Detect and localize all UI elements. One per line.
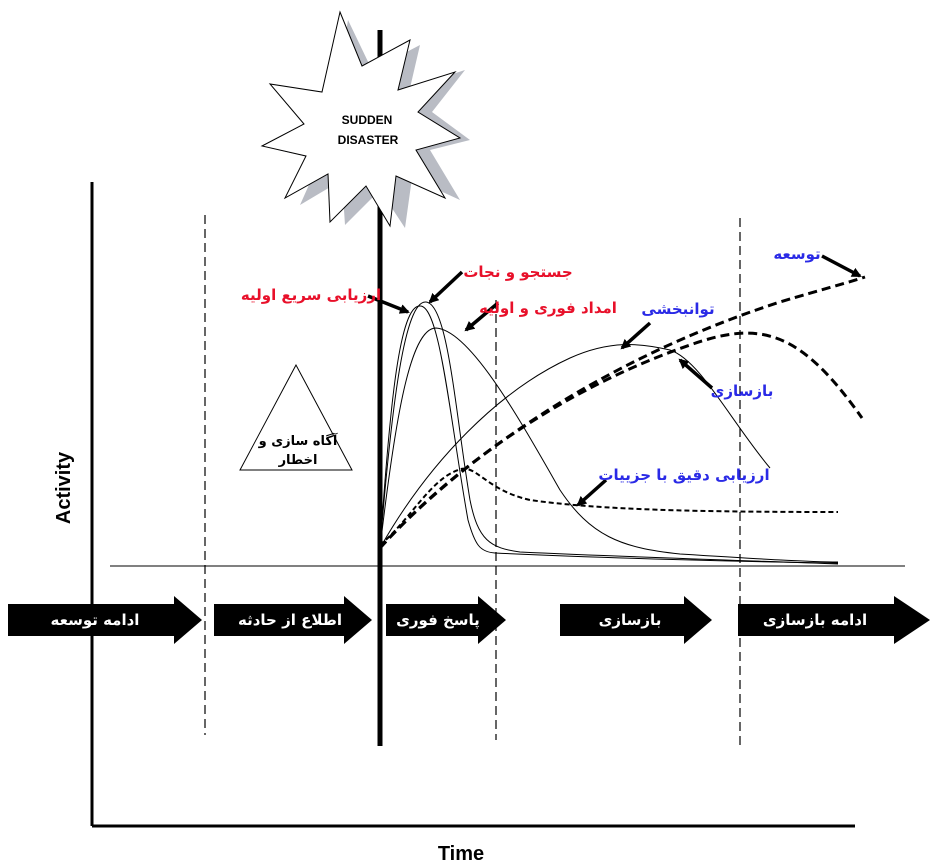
phase-arrow-immediate-response: پاسخ فوری [386,596,506,644]
phase-label: ادامه بازسازی [763,611,867,629]
x-axis-title: Time [438,843,484,865]
curve-rapid-assessment [379,305,839,564]
pointer-search-rescue [428,270,464,304]
label-reconstruction: بازسازی [711,382,774,400]
label-detailed-assessment: ارزیابی دقیق با جزییات [598,466,769,484]
warning-line2: اخطار [278,453,318,468]
phase-arrow-disaster-notice: اطلاع از حادثه [214,596,372,644]
star-burst [260,10,462,228]
phase-label: اطلاع از حادثه [238,611,342,629]
label-rehabilitation: توانبخشی [641,300,714,318]
curve-rehabilitation [379,344,771,549]
label-emergency-relief: امداد فوری و اولیه [479,299,617,317]
curve-development [378,275,866,550]
pointer-rapid-assessment [367,294,410,314]
curve-reconstruction [378,331,864,550]
phase-label: پاسخ فوری [396,611,480,630]
phase-arrow-continued-reconstruction: ادامه بازسازی [738,596,930,644]
y-axis-title: Activity [53,451,75,524]
phase-arrow-continued-development: ادامه توسعه [8,596,202,644]
warning-triangle [239,363,353,471]
pointer-reconstruction [678,358,714,390]
warning-line1: آگاه سازی و [258,432,338,449]
pointer-rehabilitation [620,321,652,350]
curve-detailed-assessment [379,467,839,546]
label-development: توسعه [773,245,820,263]
phase-arrow-reconstruction: بازسازی [560,596,712,644]
phase-label: ادامه توسعه [51,611,140,629]
pointer-emergency-relief [464,301,500,332]
label-rapid-assessment: ارزیابی سریع اولیه [241,286,381,304]
label-search-rescue: جستجو و نجات [463,263,572,281]
phase-label: بازسازی [599,611,662,629]
pointer-detailed-assessment [576,478,608,507]
curve-emergency-relief [379,327,839,563]
disaster-line1: SUDDEN [342,113,393,127]
disaster-line2: DISASTER [338,133,399,147]
pointer-development [821,254,862,278]
curve-search-rescue [379,301,839,565]
